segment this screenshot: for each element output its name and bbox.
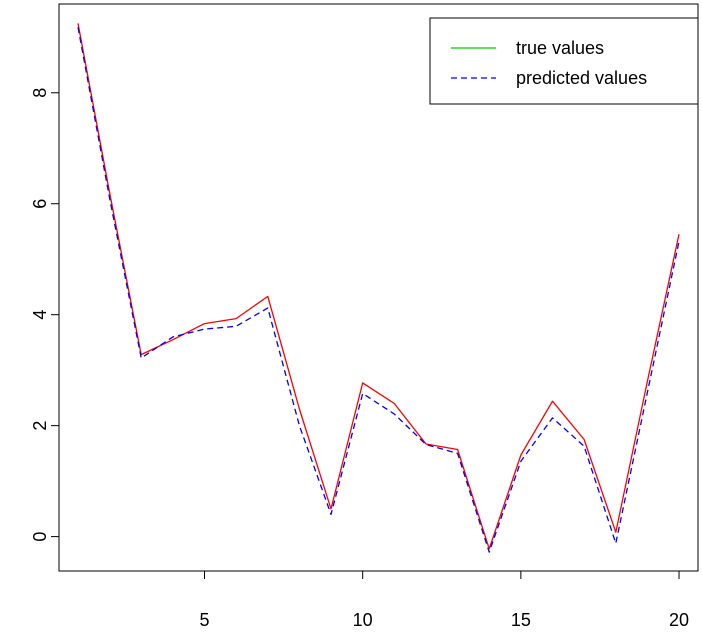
series-line-true-values: [77, 23, 680, 550]
y-tick-label: 2: [30, 421, 50, 431]
series-layer: [77, 23, 680, 553]
x-tick-label: 15: [511, 610, 531, 630]
y-tick-label: 6: [30, 199, 50, 209]
plot-frame: [58, 3, 699, 572]
y-axis: 0 2 4 6 8: [30, 88, 59, 542]
x-tick-label: 5: [200, 610, 210, 630]
y-tick-label: 4: [30, 310, 50, 320]
y-tick-label: 8: [30, 88, 50, 98]
x-axis: 5 10 15 20: [200, 571, 689, 630]
x-tick-label: 10: [353, 610, 373, 630]
legend-box: [429, 17, 699, 105]
x-tick-label: 20: [669, 610, 689, 630]
legend-label-true-values: true values: [516, 38, 604, 58]
series-line-predicted-values: [77, 27, 680, 553]
legend-label-predicted-values: predicted values: [516, 68, 647, 88]
y-tick-label: 0: [30, 532, 50, 542]
legend: true values predicted values: [429, 17, 699, 105]
